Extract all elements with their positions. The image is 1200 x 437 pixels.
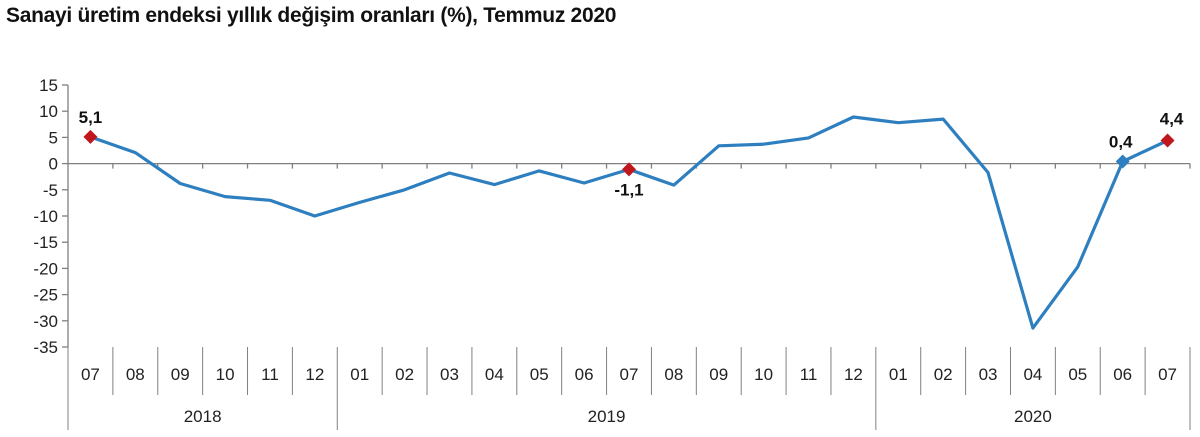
data-label: 4,4 (1160, 110, 1184, 129)
x-category-label: 05 (530, 365, 549, 384)
y-tick-label: -15 (33, 233, 58, 252)
x-category-label: 01 (350, 365, 369, 384)
chart-title: Sanayi üretim endeksi yıllık değişim ora… (6, 4, 617, 27)
x-category-label: 11 (800, 365, 818, 384)
y-tick-label: 10 (39, 102, 58, 121)
y-tick-label: -20 (33, 259, 58, 278)
x-year-label: 2018 (184, 407, 222, 426)
x-category-label: 07 (81, 365, 100, 384)
x-category-label: 06 (575, 365, 594, 384)
y-tick-label: -30 (33, 312, 58, 331)
x-category-label: 08 (664, 365, 683, 384)
x-category-label: 09 (171, 365, 190, 384)
y-tick-label: -35 (33, 338, 58, 357)
x-category-label: 02 (934, 365, 953, 384)
diamond-marker-icon (83, 129, 98, 144)
x-category-label: 12 (305, 365, 324, 384)
x-category-label: 02 (395, 365, 414, 384)
diamond-marker-icon (622, 162, 636, 177)
x-category-label: 04 (1023, 365, 1042, 384)
x-year-label: 2019 (588, 407, 626, 426)
x-category-label: 03 (979, 365, 998, 384)
diamond-marker-icon (1115, 154, 1130, 169)
x-category-label: 07 (1158, 365, 1177, 384)
x-category-label: 09 (709, 365, 728, 384)
x-category-label: 10 (754, 365, 773, 384)
x-year-label: 2020 (1014, 407, 1052, 426)
y-tick-label: 5 (49, 128, 58, 147)
x-category-label: 03 (440, 365, 459, 384)
diamond-marker-icon (1160, 133, 1175, 148)
x-category-label: 08 (126, 365, 145, 384)
x-category-label: 01 (889, 365, 908, 384)
x-category-label: 05 (1068, 365, 1087, 384)
data-label: 5,1 (79, 108, 103, 127)
y-tick-label: 0 (49, 155, 58, 174)
x-category-label: 06 (1113, 365, 1132, 384)
x-category-label: 07 (620, 365, 639, 384)
data-label: 0,4 (1109, 133, 1133, 152)
y-tick-label: 15 (39, 76, 58, 95)
data-label: -1,1 (614, 180, 643, 199)
y-tick-label: -10 (33, 207, 58, 226)
y-tick-label: -25 (33, 286, 58, 305)
data-line (89, 115, 1169, 330)
x-category-label: 04 (485, 365, 504, 384)
x-category-label: 11 (261, 365, 279, 384)
x-category-label: 12 (844, 365, 863, 384)
y-tick-label: -5 (43, 181, 58, 200)
x-category-label: 10 (216, 365, 235, 384)
